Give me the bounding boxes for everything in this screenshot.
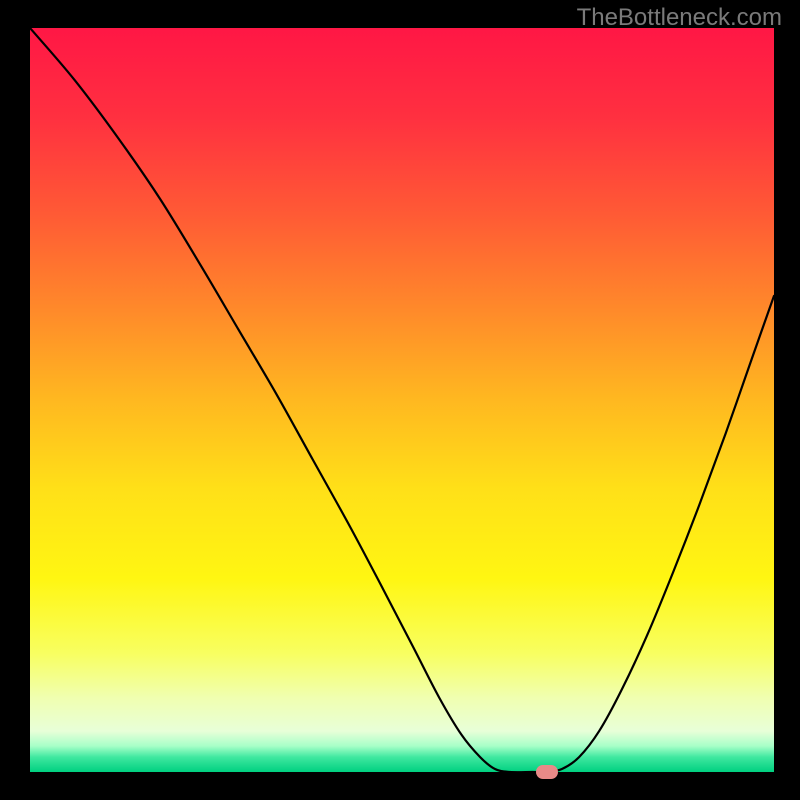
chart-plot-area (30, 28, 774, 772)
stage: TheBottleneck.com (0, 0, 800, 800)
bottleneck-curve (30, 28, 774, 772)
chart-curve-svg (30, 28, 774, 772)
optimal-point-marker (536, 765, 558, 779)
watermark-text: TheBottleneck.com (577, 4, 782, 32)
